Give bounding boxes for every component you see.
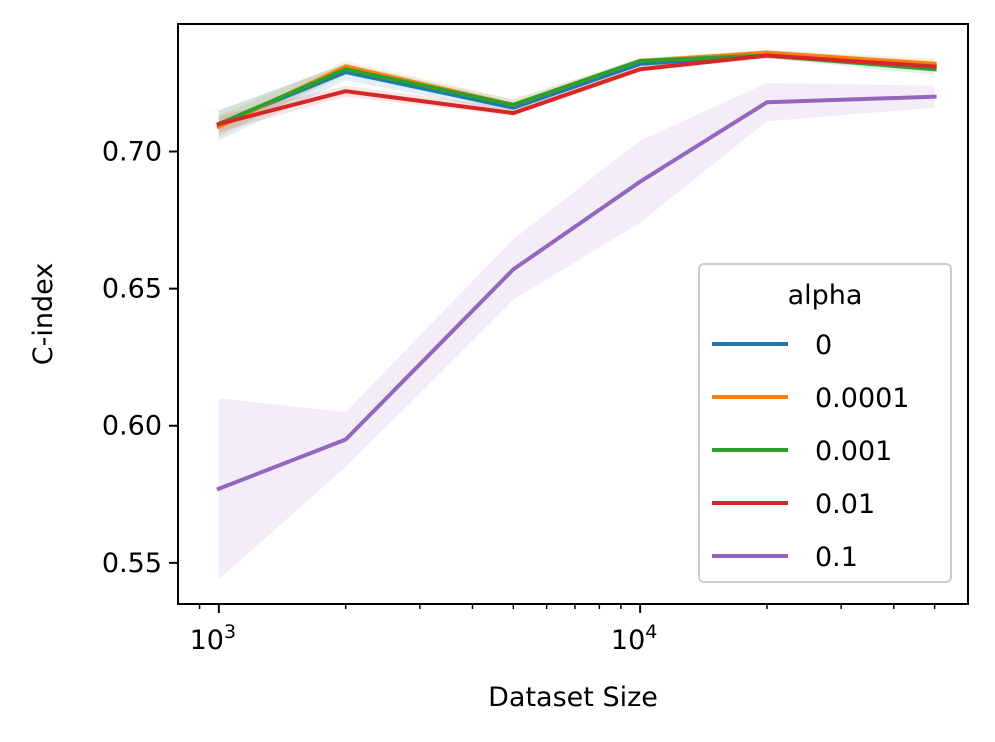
y-axis-ticks: 0.55 0.60 0.65 0.70 [102,137,178,579]
series-line-4 [216,94,937,492]
legend-box [698,263,952,583]
legend-label: 0.001 [815,436,892,467]
legend: alpha 0 0.0001 0.001 0.01 0.1 [698,263,952,583]
plot-frame [177,23,969,605]
y-tick-label: 0.55 [102,548,162,579]
legend-label: 0.0001 [815,383,909,414]
x-tick-label: 103 [190,621,236,656]
series-lines [216,50,937,492]
y-tick-label: 0.70 [102,137,162,168]
series-line-3 [216,53,937,127]
y-axis-label: C-index [28,263,59,365]
legend-label: 0.1 [815,542,858,573]
x-axis-ticks: 103 104 [190,604,936,656]
legend-label: 0 [815,330,832,361]
legend-items: 0 0.0001 0.001 0.01 0.1 [712,330,909,573]
legend-title: alpha [788,280,863,311]
y-tick-label: 0.60 [102,411,162,442]
y-tick-label: 0.65 [102,274,162,305]
legend-label: 0.01 [815,489,875,520]
x-axis-label: Dataset Size [488,682,658,713]
x-tick-label: 104 [611,621,657,656]
